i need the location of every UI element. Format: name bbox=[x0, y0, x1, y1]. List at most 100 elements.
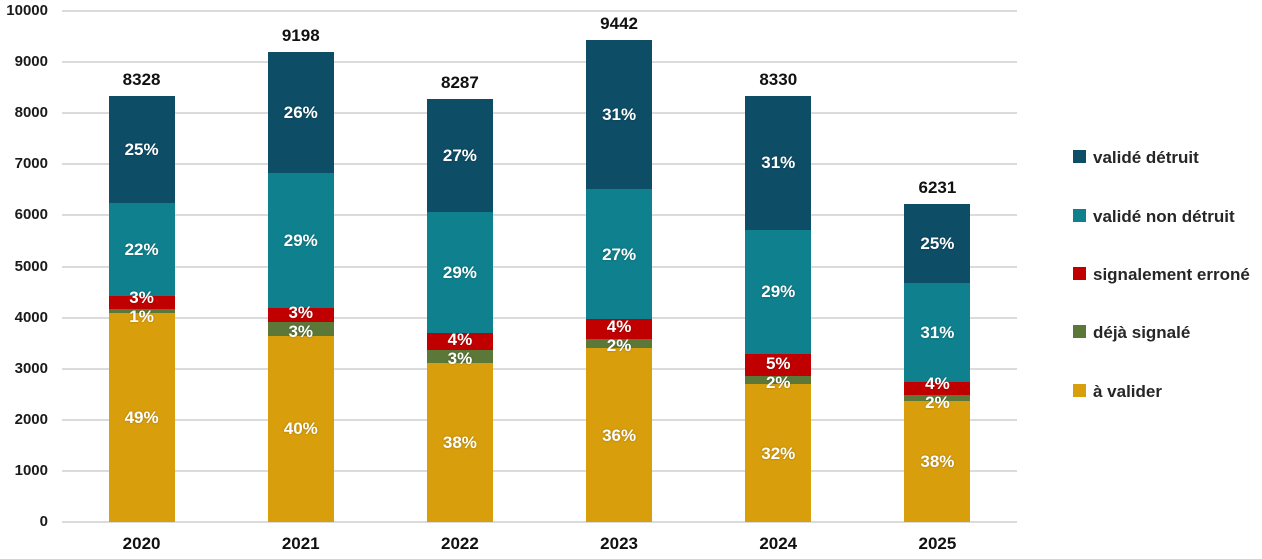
x-axis-label-2023: 2023 bbox=[600, 534, 638, 553]
segment-label-signalement erroné: 4% bbox=[925, 374, 950, 394]
bar-total-label: 9442 bbox=[600, 13, 638, 33]
segment-validé non détruit bbox=[745, 229, 812, 355]
legend-item-signalement erroné: signalement erroné bbox=[1073, 265, 1250, 285]
segment-label-déjà signalé: 2% bbox=[765, 372, 791, 392]
legend-item-validé non détruit: validé non détruit bbox=[1073, 207, 1235, 227]
y-tick-2000: 2000 bbox=[14, 410, 48, 428]
legend-item-à valider: à valider bbox=[1073, 382, 1162, 402]
segment-label-signalement erroné: 4% bbox=[447, 330, 473, 350]
bar-total-label: 6231 bbox=[918, 177, 957, 197]
segment-validé détruit bbox=[904, 203, 971, 284]
segment-validé non détruit bbox=[904, 283, 971, 382]
x-axis-label-2021: 2021 bbox=[281, 534, 320, 553]
x-axis-label-2024: 2024 bbox=[759, 534, 798, 553]
bar-2022: 38% 3% 4% 29% 27% bbox=[426, 98, 493, 522]
segment-signalement erroné bbox=[904, 381, 971, 395]
gridline-9000 bbox=[62, 61, 1017, 64]
y-tick-8000: 8000 bbox=[14, 104, 48, 122]
legend-swatch-icon bbox=[1073, 267, 1086, 280]
segment-label-validé non détruit: 27% bbox=[602, 244, 637, 264]
bar-2021: 40% 3% 3% 29% 26% bbox=[267, 51, 334, 522]
segment-label-validé détruit: 26% bbox=[283, 102, 318, 122]
segment-label-déjà signalé: 2% bbox=[606, 336, 632, 356]
segment-à valider bbox=[745, 384, 812, 522]
segment-validé détruit bbox=[586, 39, 653, 190]
segment-label-à valider: 36% bbox=[602, 425, 637, 445]
segment-label-validé détruit: 25% bbox=[920, 233, 955, 253]
segment-label-signalement erroné: 4% bbox=[606, 317, 632, 337]
segment-signalement erroné bbox=[745, 354, 812, 376]
segment-à valider bbox=[586, 348, 653, 522]
segment-validé détruit bbox=[745, 96, 812, 230]
gridline-8000 bbox=[62, 112, 1017, 115]
segment-déjà signalé bbox=[267, 321, 334, 336]
legend-swatch-icon bbox=[1073, 384, 1086, 397]
segment-validé non détruit bbox=[108, 202, 175, 297]
segment-label-validé non détruit: 29% bbox=[761, 282, 796, 302]
legend-item-déjà signalé: déjà signalé bbox=[1073, 323, 1190, 343]
gridline-6000 bbox=[62, 214, 1017, 217]
segment-déjà signalé bbox=[586, 338, 653, 349]
segment-validé non détruit bbox=[426, 211, 493, 334]
segment-label-signalement erroné: 5% bbox=[765, 353, 791, 373]
bar-total-label: 8328 bbox=[122, 70, 161, 90]
y-tick-1000: 1000 bbox=[14, 461, 48, 479]
segment-signalement erroné bbox=[108, 296, 175, 310]
gridline-3000 bbox=[62, 367, 1017, 370]
segment-signalement erroné bbox=[586, 319, 653, 339]
bar-2020: 49% 1% 3% 22% 25% bbox=[108, 96, 175, 522]
segment-label-validé détruit: 27% bbox=[442, 145, 477, 165]
y-tick-9000: 9000 bbox=[14, 53, 48, 71]
segment-label-à valider: 49% bbox=[124, 408, 159, 428]
legend-label: validé non détruit bbox=[1093, 207, 1235, 226]
y-tick-10000: 10000 bbox=[6, 2, 48, 19]
segment-déjà signalé bbox=[426, 350, 493, 363]
segment-label-déjà signalé: 3% bbox=[288, 321, 314, 341]
segment-label-signalement erroné: 3% bbox=[288, 302, 314, 322]
segment-signalement erroné bbox=[426, 333, 493, 351]
bar-total-label: 9198 bbox=[281, 25, 320, 45]
legend-swatch-icon bbox=[1073, 209, 1086, 222]
legend-swatch-icon bbox=[1073, 325, 1086, 338]
segment-label-à valider: 40% bbox=[283, 419, 318, 439]
y-tick-7000: 7000 bbox=[14, 155, 48, 173]
legend-label: à valider bbox=[1093, 382, 1162, 401]
y-tick-3000: 3000 bbox=[14, 359, 48, 377]
legend-label: signalement erroné bbox=[1093, 265, 1250, 284]
y-tick-6000: 6000 bbox=[14, 206, 48, 224]
segment-label-signalement erroné: 3% bbox=[129, 288, 154, 308]
segment-label-validé non détruit: 29% bbox=[283, 230, 318, 250]
gridline-4000 bbox=[62, 316, 1017, 319]
segment-à valider bbox=[904, 401, 971, 522]
segment-label-validé détruit: 31% bbox=[602, 104, 637, 124]
segment-label-à valider: 32% bbox=[761, 443, 796, 463]
gridline-2000 bbox=[62, 418, 1017, 421]
segment-signalement erroné bbox=[267, 307, 334, 322]
gridline-10000 bbox=[62, 10, 1017, 12]
bar-total-label: 8287 bbox=[440, 72, 479, 92]
segment-label-validé détruit: 31% bbox=[761, 153, 796, 173]
segment-validé non détruit bbox=[267, 172, 334, 308]
bar-total-label: 8330 bbox=[759, 70, 798, 90]
bar-2025: 38% 2% 4% 31% 25% bbox=[904, 203, 971, 522]
segment-validé détruit bbox=[267, 51, 334, 173]
x-axis-label-2025: 2025 bbox=[918, 534, 957, 553]
segment-déjà signalé bbox=[108, 309, 175, 314]
segment-label-déjà signalé: 3% bbox=[447, 349, 473, 369]
y-tick-4000: 4000 bbox=[14, 308, 48, 326]
bar-2023: 36% 2% 4% 27% 31% bbox=[586, 39, 653, 522]
x-axis-label-2022: 2022 bbox=[440, 534, 479, 553]
gridline-5000 bbox=[62, 265, 1017, 268]
segment-validé détruit bbox=[426, 98, 493, 212]
segment-déjà signalé bbox=[904, 394, 971, 401]
segment-déjà signalé bbox=[745, 375, 812, 385]
segment-label-déjà signalé: 2% bbox=[925, 393, 950, 413]
x-axis-label-2020: 2020 bbox=[122, 534, 161, 553]
segment-à valider bbox=[267, 335, 334, 522]
segment-label-déjà signalé: 1% bbox=[129, 307, 154, 327]
segment-label-validé détruit: 25% bbox=[124, 140, 159, 160]
segment-validé détruit bbox=[108, 96, 175, 203]
segment-à valider bbox=[426, 362, 493, 522]
gridline-7000 bbox=[62, 163, 1017, 166]
